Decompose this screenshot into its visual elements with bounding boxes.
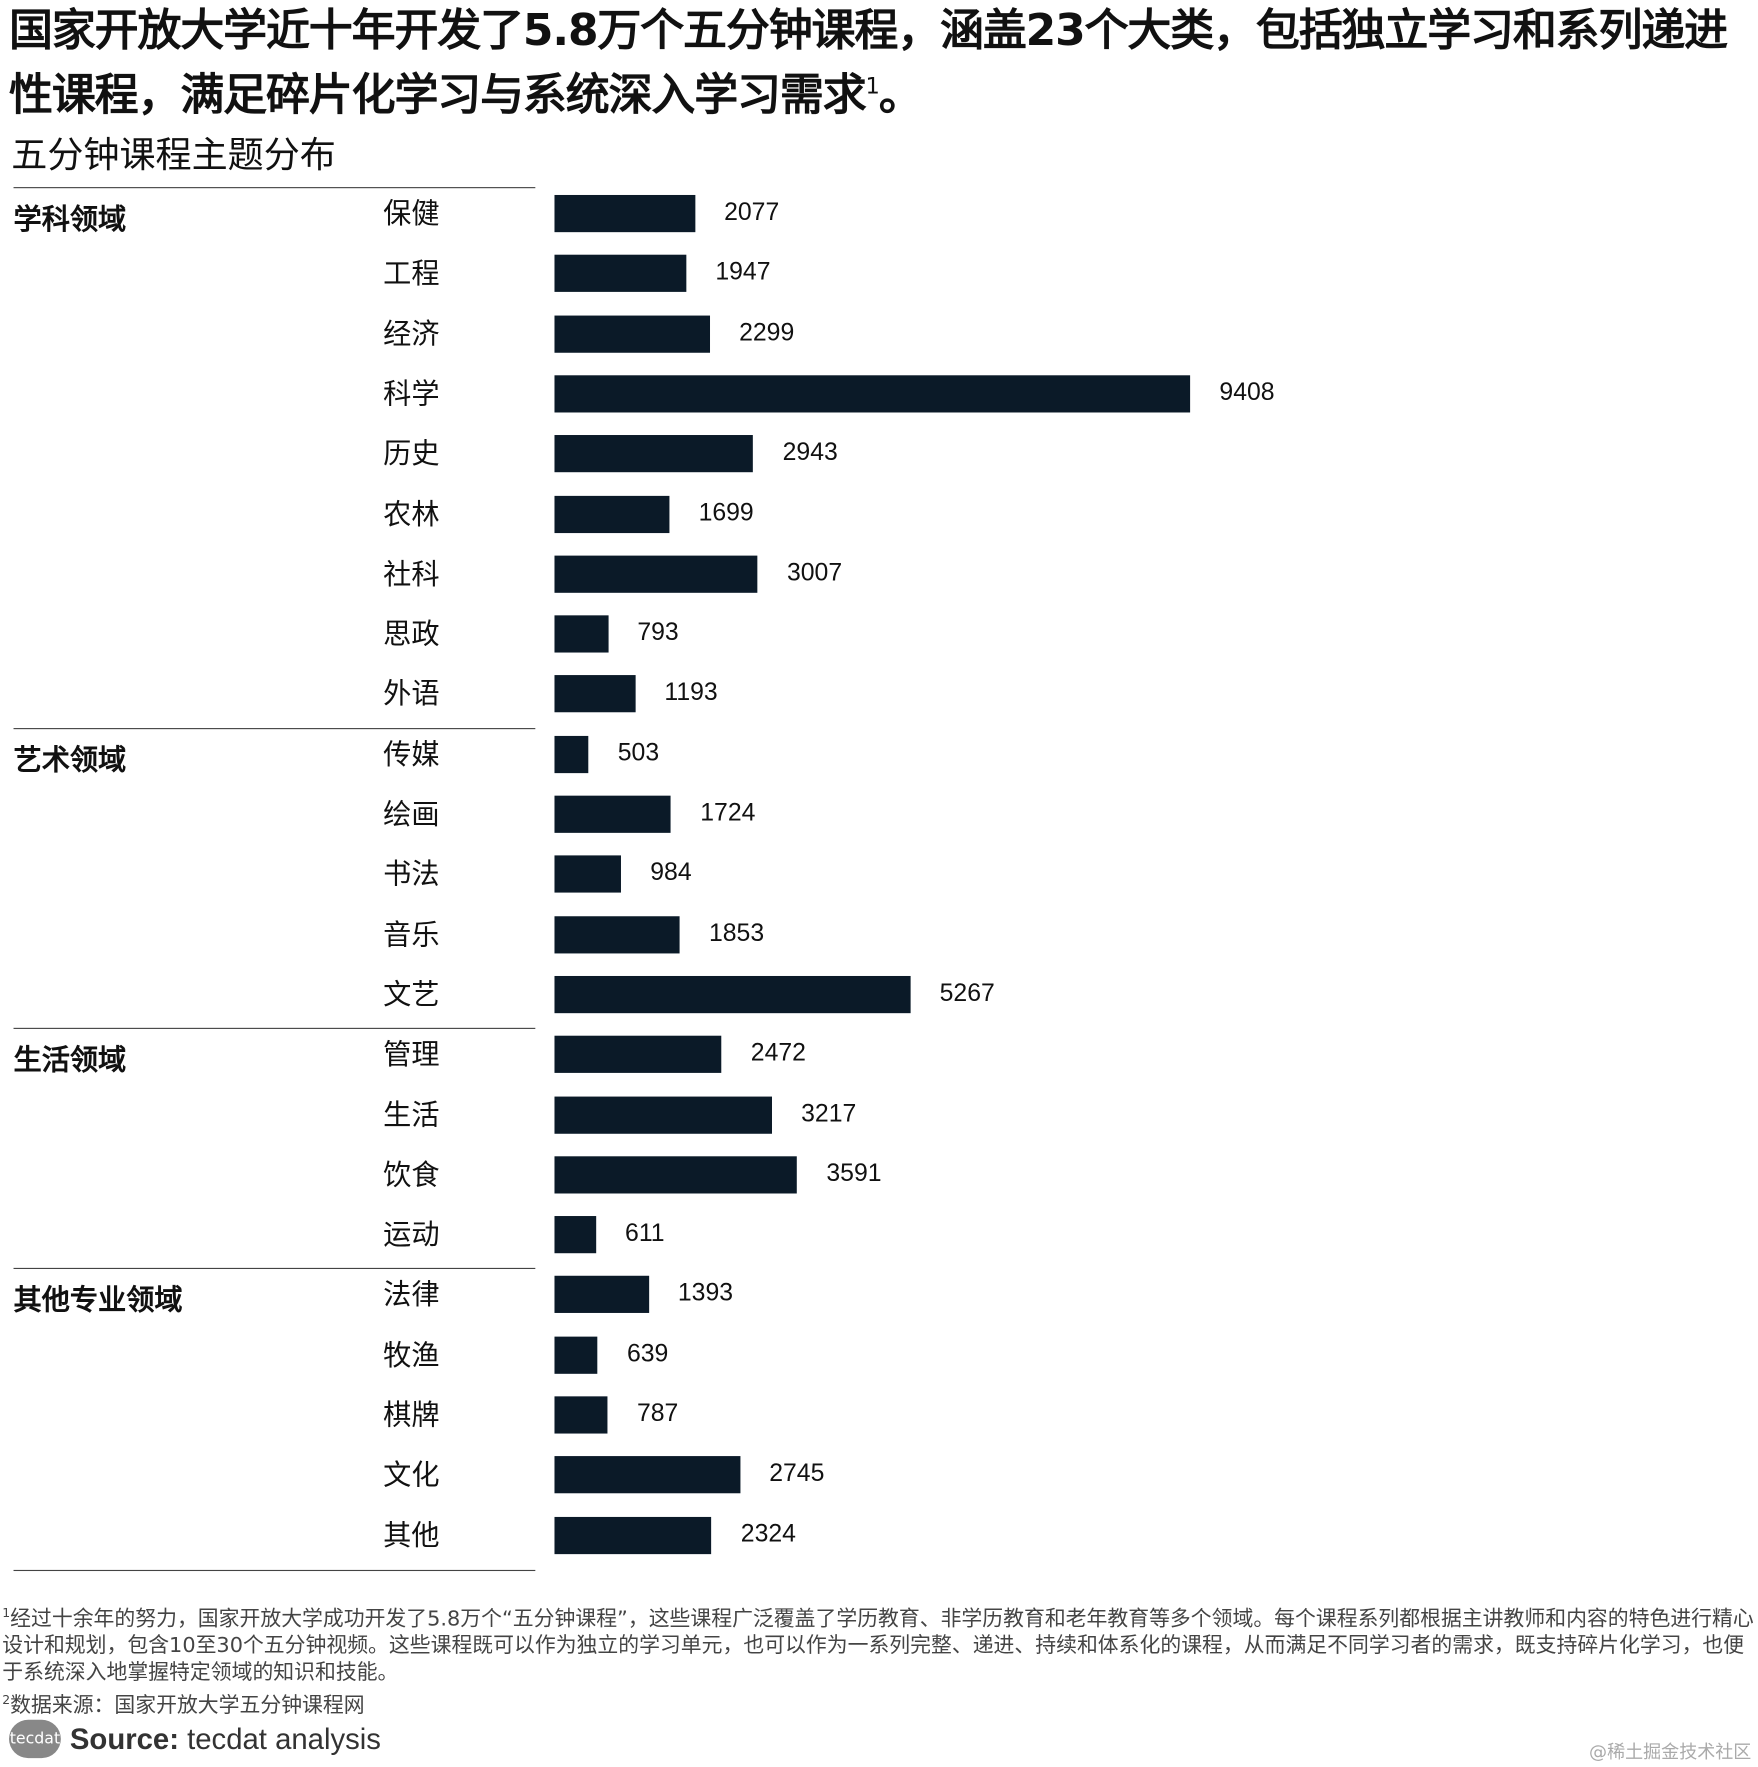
bar-书法 [554,855,621,893]
value-label: 1724 [700,797,756,827]
value-label: 3217 [801,1098,857,1127]
watermark: @稀土掘金技术社区 [1589,1741,1752,1763]
category-label: 牧渔 [383,1338,440,1372]
group-label: 艺术领域 [13,743,127,777]
value-label: 639 [626,1338,669,1367]
bar-思政 [554,615,609,653]
group-separator [13,1268,536,1270]
bar-工程 [554,255,687,293]
bar-社科 [554,555,758,593]
category-label: 外语 [383,677,440,711]
category-label: 历史 [383,437,440,471]
category-label: 音乐 [383,918,440,951]
category-label: 法律 [383,1278,440,1312]
value-label: 787 [636,1398,679,1427]
category-label: 管理 [383,1038,440,1071]
bar-绘画 [554,795,671,833]
chart-title: 五分钟课程主题分布 [11,132,336,176]
bar-科学 [554,375,1191,413]
value-label: 984 [650,857,692,887]
value-label: 503 [617,737,660,767]
footnote-text: 数据来源：国家开放大学五分钟课程网 [10,1694,365,1718]
category-label: 棋牌 [383,1398,440,1432]
tecdat-logo: tecdat [9,1719,61,1759]
bottom-separator [13,1569,536,1571]
bar-法律 [554,1276,649,1314]
footnote-1: 1经过十余年的努力，国家开放大学成功开发了5.8万个“五分钟课程”，这些课程广泛… [2,1600,1756,1687]
bar-牧渔 [554,1336,598,1374]
category-label: 其他 [383,1518,440,1552]
group-separator [13,187,536,189]
group-label: 生活领域 [13,1043,127,1077]
category-label: 农林 [383,497,440,531]
category-label: 生活 [383,1098,440,1131]
bar-音乐 [554,915,680,953]
bar-文艺 [554,975,911,1014]
headline-end: 。 [878,69,923,121]
category-label: 保健 [383,197,440,230]
value-label: 9408 [1219,377,1275,406]
source-label: Source: [69,1721,179,1756]
bar-保健 [554,194,695,233]
value-label: 3591 [826,1158,882,1187]
headline-text: 国家开放大学近十年开发了5.8万个五分钟课程，涵盖23个大类，包括独立学习和系列… [9,5,1728,121]
value-label: 1853 [708,918,765,947]
value-label: 793 [637,617,679,646]
category-label: 科学 [383,377,440,411]
bar-经济 [554,315,710,353]
bar-文化 [554,1456,740,1494]
source-value: tecdat analysis [178,1721,381,1756]
category-label: 书法 [383,857,440,891]
group-label: 其他专业领域 [13,1284,183,1317]
footnote-text: 经过十余年的努力，国家开放大学成功开发了5.8万个“五分钟课程”，这些课程广泛覆… [2,1607,1754,1686]
category-label: 传媒 [383,737,440,771]
value-label: 1393 [677,1278,734,1307]
value-label: 2943 [782,437,838,466]
value-label: 2472 [750,1038,806,1067]
group-separator [13,1028,536,1030]
value-label: 2299 [739,317,795,346]
category-label: 绘画 [383,797,440,831]
bar-管理 [554,1035,722,1074]
bar-农林 [554,495,670,533]
footnotes: 1经过十余年的努力，国家开放大学成功开发了5.8万个“五分钟课程”，这些课程广泛… [2,1600,1756,1720]
category-label: 工程 [383,257,440,290]
category-label: 文化 [383,1458,440,1492]
value-label: 2077 [724,197,780,226]
footnote-sup: 1 [2,1605,11,1621]
category-label: 文艺 [383,978,440,1011]
bar-棋牌 [554,1396,608,1434]
footnote-sup: 2 [2,1692,11,1708]
category-label: 思政 [383,617,440,651]
category-label: 饮食 [383,1158,440,1192]
value-label: 3007 [786,557,843,586]
bar-传媒 [554,735,589,773]
value-label: 611 [625,1218,665,1247]
value-label: 2324 [740,1518,796,1547]
value-label: 2745 [769,1458,825,1487]
category-label: 经济 [383,317,440,351]
value-label: 5267 [939,978,995,1007]
headline: 国家开放大学近十年开发了5.8万个五分钟课程，涵盖23个大类，包括独立学习和系列… [9,5,1756,123]
bar-生活 [554,1096,772,1134]
bar-历史 [554,435,754,473]
category-label: 社科 [383,557,440,591]
group-separator [13,727,536,729]
bar-运动 [554,1216,596,1254]
source-line: tecdat Source: tecdat analysis [9,1719,381,1759]
category-label: 运动 [383,1218,440,1252]
group-label: 学科领域 [13,202,127,236]
bar-饮食 [554,1156,798,1194]
value-label: 1699 [698,497,754,526]
source-text: Source: tecdat analysis [70,1721,381,1756]
footnote-2: 2数据来源：国家开放大学五分钟课程网 [2,1687,1756,1720]
value-label: 1193 [664,677,718,706]
footnote-ref: 1 [865,72,880,100]
value-label: 1947 [715,257,771,286]
bar-外语 [554,675,636,713]
bar-其他 [554,1516,712,1554]
